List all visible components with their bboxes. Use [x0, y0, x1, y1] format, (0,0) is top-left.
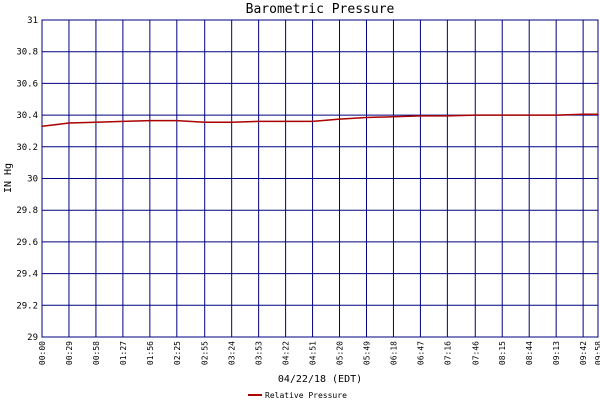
chart-title: Barometric Pressure: [246, 2, 395, 17]
y-tick-label: 29.6: [16, 238, 38, 248]
x-tick-label: 03:24: [228, 341, 237, 365]
x-tick-label: 00:58: [92, 341, 101, 365]
plot-border: [41, 19, 599, 338]
tick-labels: 29 29.2 29.4 29.6 29.8 30 30.2 30.4 30.6 30.8 31 00…: [16, 16, 600, 365]
y-tick-label: 30.6: [16, 79, 38, 89]
legend-label-relative-pressure: Relative Pressure: [265, 391, 347, 400]
data-point: [365, 116, 368, 119]
x-tick-label: 08:15: [498, 341, 507, 365]
y-axis-label: IN Hg: [3, 163, 14, 193]
grid-lines: [41, 19, 599, 338]
x-tick-label: 05:49: [362, 341, 371, 365]
data-point: [474, 114, 477, 116]
data-point: [419, 115, 422, 117]
x-tick-label: 03:53: [255, 341, 264, 365]
y-tick-label: 30.8: [16, 48, 38, 58]
x-tick-label: 00:00: [38, 341, 47, 365]
x-tick-label: 02:55: [201, 341, 210, 365]
data-point: [257, 120, 260, 123]
y-tick-label: 30.4: [16, 111, 38, 121]
data-point: [582, 113, 584, 116]
data-point: [203, 121, 206, 123]
x-tick-label: 01:56: [146, 341, 155, 365]
x-tick-label: 04:51: [309, 341, 318, 365]
y-tick-label: 29.4: [16, 270, 38, 280]
x-tick-label: 05:20: [336, 341, 345, 365]
x-tick-label: 01:27: [119, 341, 128, 365]
x-tick-label: 07:16: [443, 341, 452, 365]
data-point: [41, 125, 43, 127]
x-tick-label: 00:29: [65, 341, 74, 365]
data-point: [338, 118, 341, 120]
data-point: [122, 120, 124, 123]
x-tick-label: 06:18: [389, 341, 398, 365]
y-tick-label: 29: [27, 333, 38, 343]
data-point: [284, 120, 287, 123]
data-point: [446, 115, 449, 117]
y-tick-label: 29.8: [16, 206, 38, 216]
x-tick-label: 07:46: [471, 341, 480, 365]
x-tick-label: 09:42: [579, 341, 588, 365]
y-tick-label: 31: [27, 16, 38, 26]
x-tick-label: 09:58: [594, 341, 600, 365]
data-point: [597, 113, 599, 116]
x-tick-label: 09:13: [552, 341, 561, 365]
data-point: [68, 122, 70, 124]
data-point: [176, 119, 178, 122]
legend: Relative Pressure: [248, 391, 347, 400]
x-axis-label: 04/22/18 (EDT): [278, 374, 362, 385]
y-tick-label: 29.2: [16, 301, 38, 311]
data-point: [501, 114, 504, 116]
data-point: [95, 121, 97, 123]
y-tick-label: 30: [27, 175, 38, 185]
x-tick-label: 04:22: [282, 341, 291, 365]
data-point: [149, 119, 151, 122]
data-point: [392, 115, 395, 118]
series-lines: [41, 113, 599, 127]
data-point: [528, 114, 530, 116]
y-tick-label: 30.2: [16, 143, 38, 153]
data-point: [555, 114, 557, 116]
x-tick-label: 08:44: [525, 341, 534, 365]
data-point: [230, 121, 233, 123]
x-tick-label: 06:47: [416, 341, 425, 365]
series-line-relative-pressure: [41, 113, 598, 127]
data-point: [55, 123, 57, 126]
data-point: [311, 120, 314, 123]
x-tick-label: 02:25: [173, 341, 182, 365]
